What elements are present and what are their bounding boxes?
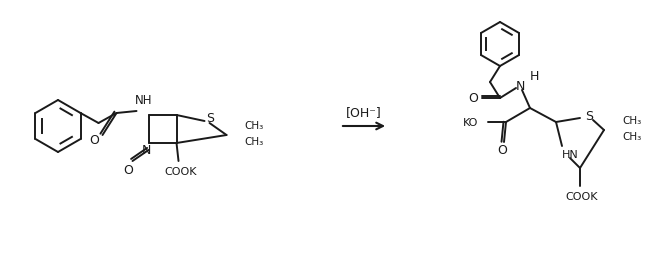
Text: N: N [515, 80, 525, 93]
Text: O: O [90, 133, 100, 146]
Text: KO: KO [463, 118, 478, 128]
Text: O: O [497, 144, 507, 157]
Text: COOK: COOK [566, 191, 598, 201]
Text: S: S [207, 112, 215, 125]
Text: CH₃: CH₃ [245, 121, 264, 131]
Text: NH: NH [135, 93, 152, 106]
Text: HN: HN [562, 149, 579, 159]
Text: CH₃: CH₃ [245, 136, 264, 146]
Text: H: H [529, 70, 539, 83]
Text: S: S [585, 109, 593, 122]
Text: N: N [142, 144, 151, 157]
Text: O: O [124, 163, 134, 176]
Text: COOK: COOK [164, 166, 197, 176]
Text: O: O [468, 92, 478, 105]
Text: CH₃: CH₃ [622, 132, 641, 141]
Text: CH₃: CH₃ [622, 116, 641, 125]
Text: [OH⁻]: [OH⁻] [346, 106, 382, 119]
